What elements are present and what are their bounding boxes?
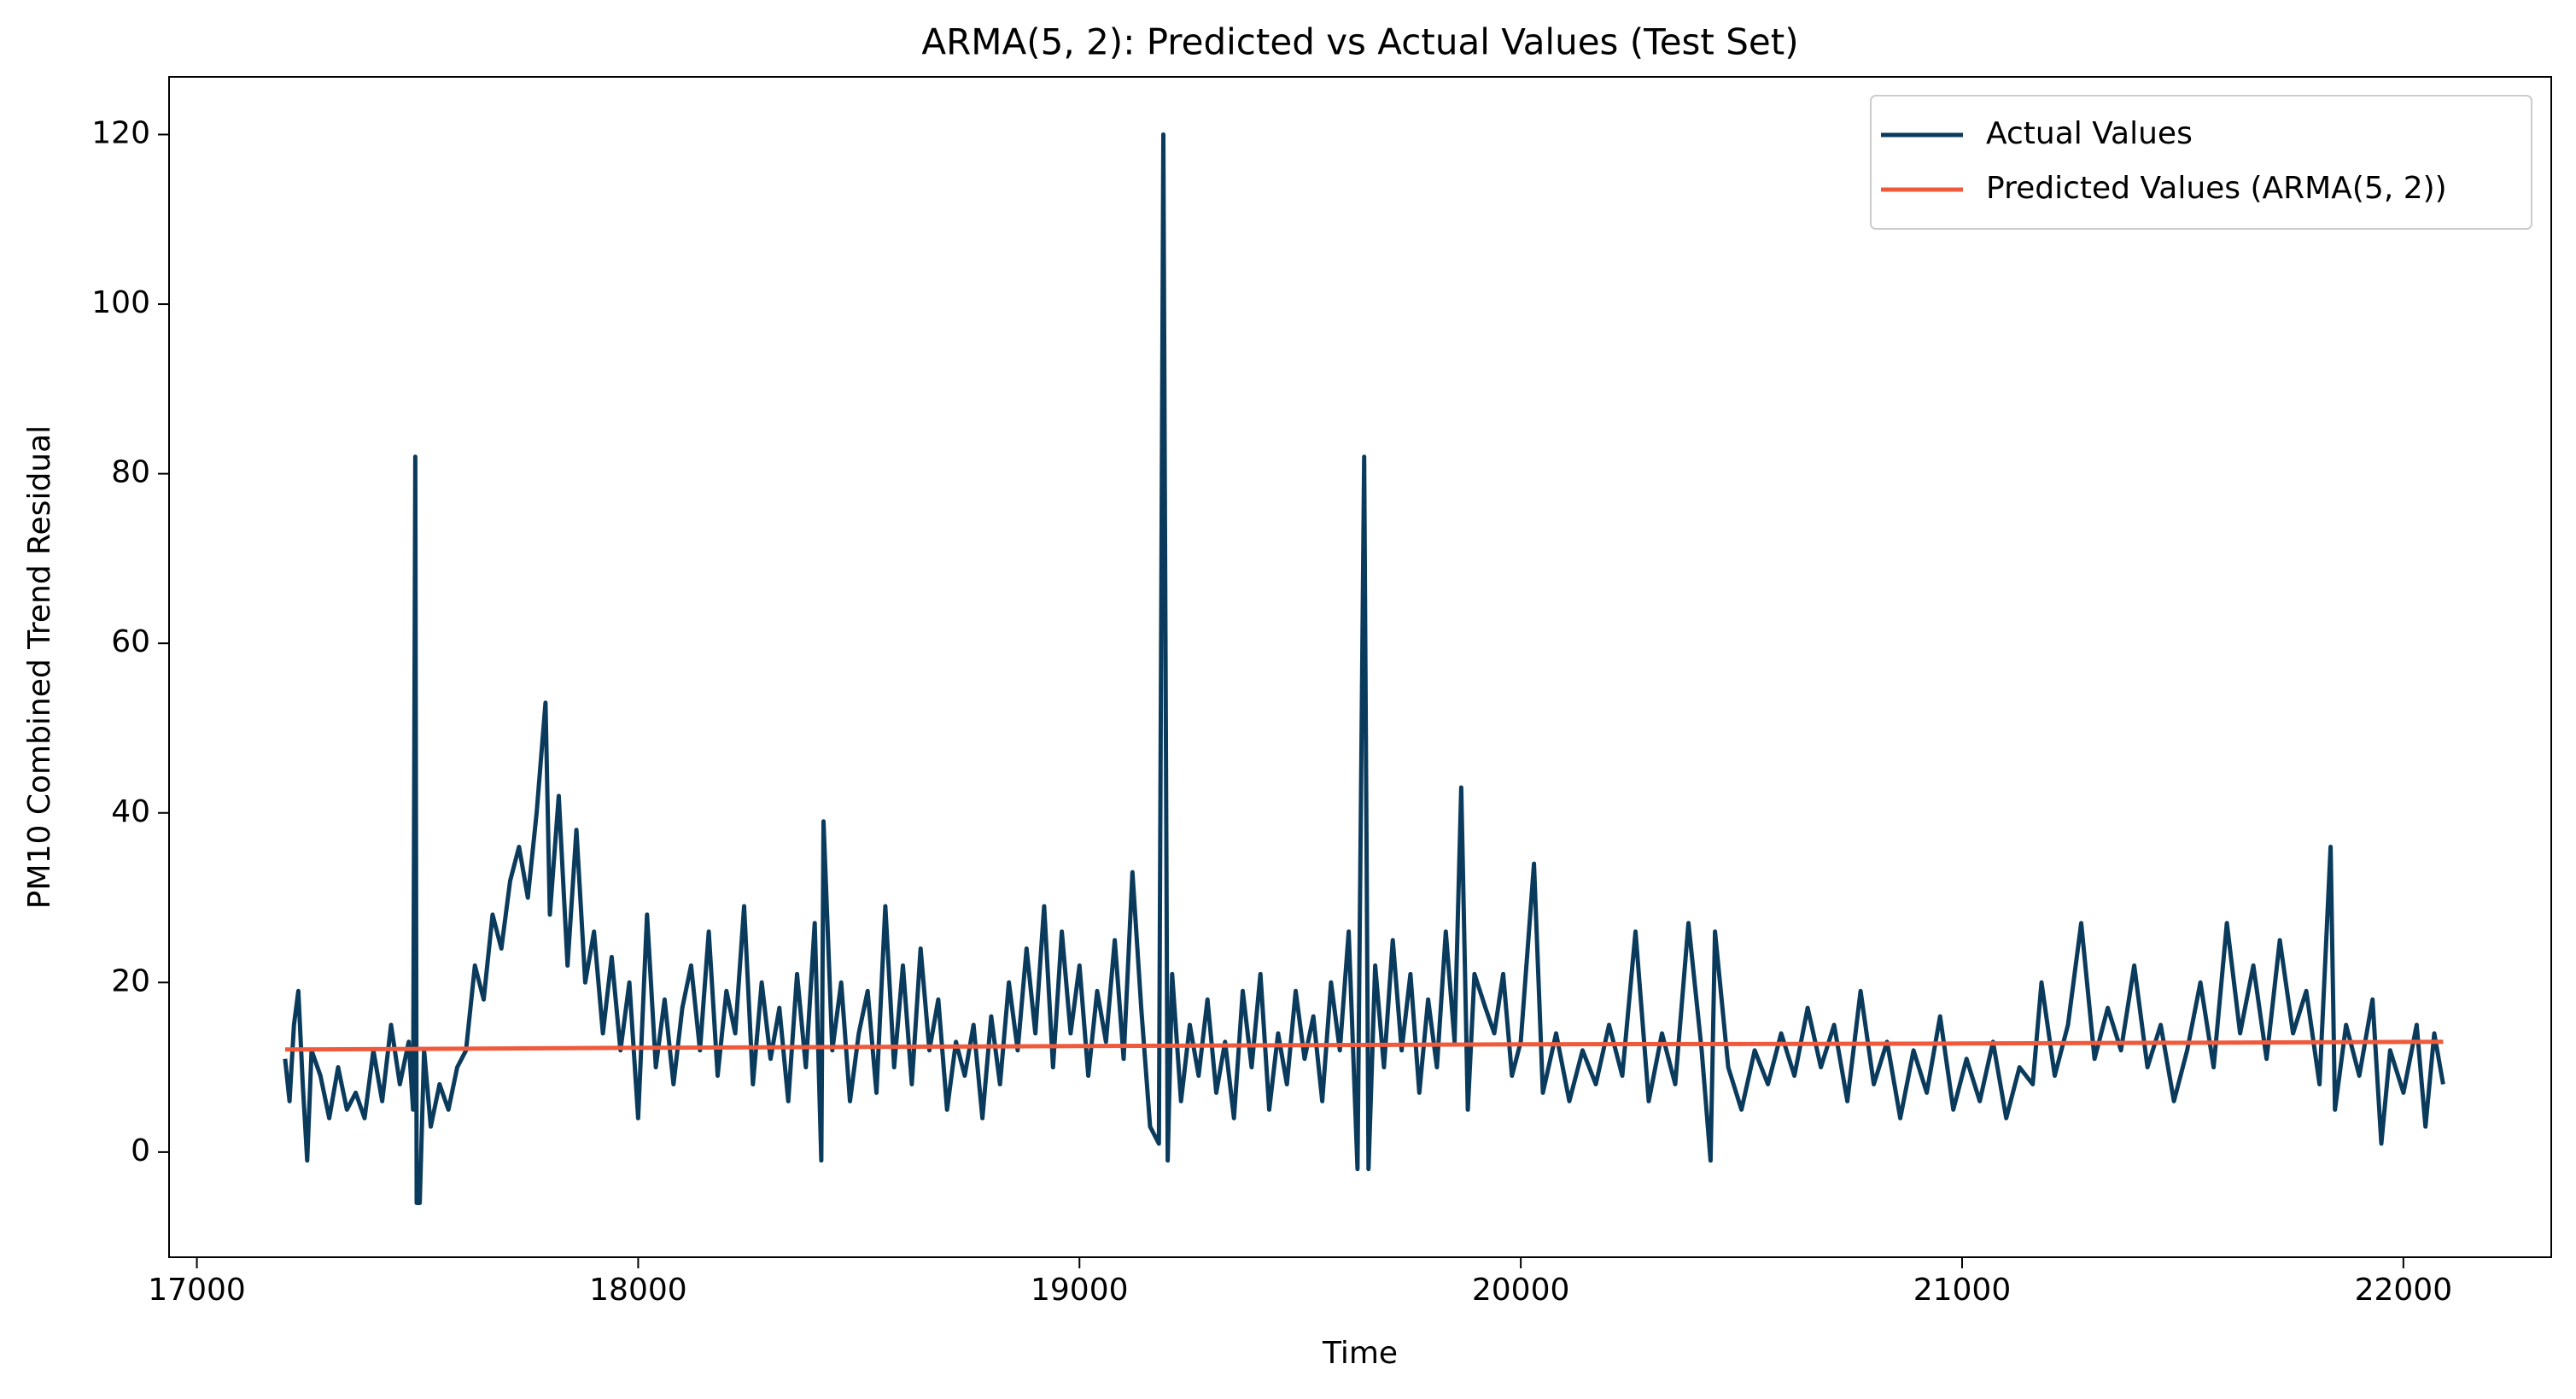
x-tick-label: 20000 (1472, 1273, 1570, 1308)
x-tick-label: 22000 (2355, 1273, 2453, 1308)
axes-frame (168, 76, 2552, 1258)
y-tick-label: 120 (91, 116, 150, 151)
y-tick-label: 100 (91, 285, 150, 320)
series-line (283, 132, 2445, 1205)
y-axis-label: PM10 Combined Trend Residual (22, 425, 57, 909)
y-tick-label: 60 (111, 624, 150, 659)
y-tick-label: 20 (111, 963, 150, 998)
chart-title: ARMA(5, 2): Predicted vs Actual Values (… (921, 21, 1798, 63)
x-axis-label: Time (1322, 1336, 1398, 1371)
y-tick-label: 80 (111, 455, 150, 490)
legend-label: Predicted Values (ARMA(5, 2)) (1986, 171, 2447, 206)
x-tick-label: 18000 (589, 1273, 687, 1308)
legend-box (1870, 95, 2532, 230)
x-tick-label: 21000 (1913, 1273, 2012, 1308)
x-tick-label: 19000 (1031, 1273, 1129, 1308)
legend-label: Actual Values (1986, 116, 2193, 151)
y-tick-label: 40 (111, 794, 150, 829)
series-line (284, 1039, 2444, 1052)
y-tick-label: 0 (131, 1133, 150, 1168)
x-tick-label: 17000 (148, 1273, 246, 1308)
